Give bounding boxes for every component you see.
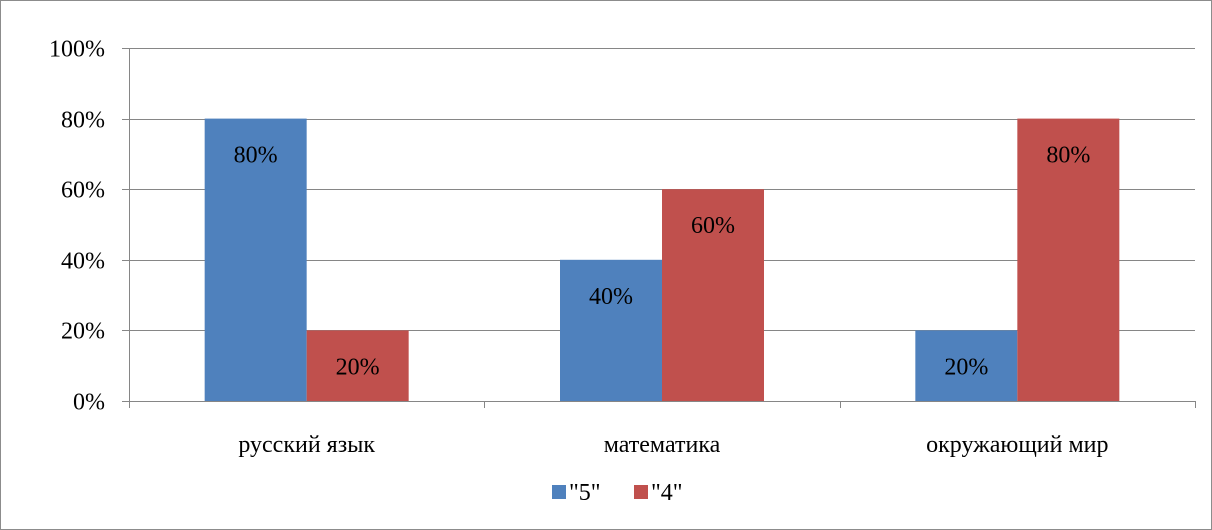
bar-grade5-0 — [204, 118, 307, 401]
data-label: 20% — [944, 354, 988, 380]
legend: "5" "4" — [552, 480, 683, 506]
data-label: 20% — [336, 354, 380, 380]
bar-grade5-2 — [915, 330, 1018, 401]
y-tick-label: 20% — [61, 319, 105, 345]
legend-label: "5" — [569, 480, 601, 506]
bar-grade4-1 — [662, 189, 764, 401]
x-tick-label: русский язык — [238, 432, 375, 458]
y-tick-label: 100% — [49, 37, 105, 63]
bar-grade5-1 — [560, 259, 662, 401]
y-tick-label: 40% — [61, 249, 105, 275]
y-tick-labels: 0% 20% 40% 60% 80% 100% — [49, 37, 105, 416]
bar-grade4-0 — [306, 330, 409, 401]
legend-swatch-grade5 — [552, 485, 566, 499]
data-label: 80% — [234, 143, 278, 169]
x-tick-labels: русский язык математика окружающий мир — [238, 432, 1108, 458]
x-tick-label: математика — [604, 432, 721, 458]
legend-label: "4" — [651, 480, 683, 506]
y-tick-label: 0% — [73, 390, 105, 416]
data-label: 60% — [691, 213, 735, 239]
legend-swatch-grade4 — [634, 485, 648, 499]
x-tick-label: окружающий мир — [926, 432, 1108, 458]
bar-grade4-2 — [1017, 118, 1120, 401]
y-tick-label: 80% — [61, 108, 105, 134]
data-labels: 80% 20% 40% 60% 20% 80% — [234, 143, 1091, 381]
axes — [122, 48, 1196, 408]
bars — [204, 118, 1120, 401]
data-label: 80% — [1046, 143, 1090, 169]
data-label: 40% — [589, 284, 633, 310]
y-tick-label: 60% — [61, 178, 105, 204]
